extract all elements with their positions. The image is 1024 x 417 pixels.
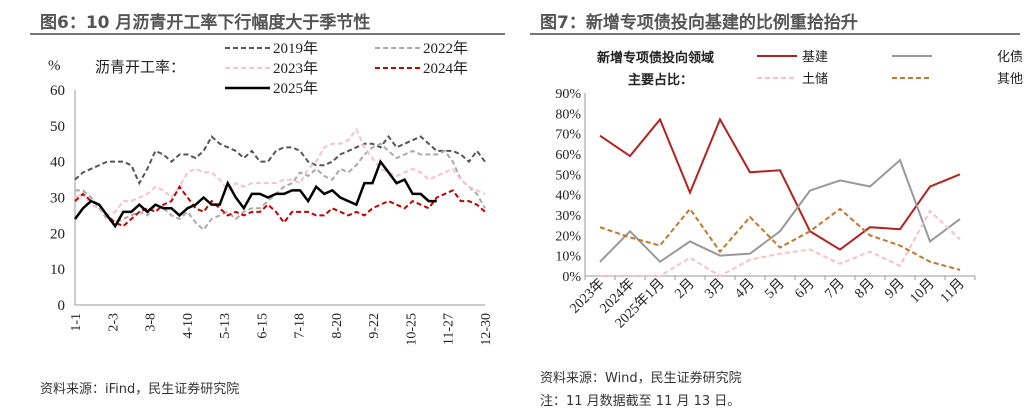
x-tick-label: 9-22: [367, 313, 382, 339]
x-tick-label: 4月: [732, 276, 758, 302]
y-tick-label: 40%: [555, 189, 581, 204]
series-line-2019年: [74, 134, 486, 186]
x-tick-label: 6月: [792, 276, 818, 302]
y-tick-label: 10%: [555, 250, 581, 265]
y-tick-label: 0%: [562, 270, 581, 285]
x-tick-label: 10月: [907, 276, 938, 307]
chart-title-left: 图6：10 月沥青开工率下行幅度大于季节性: [40, 13, 371, 33]
x-tick-label: 9月: [882, 276, 908, 302]
x-tick-label: 3月: [702, 276, 728, 302]
title-rule-right: [530, 33, 1020, 35]
legend-label: 其他: [997, 72, 1023, 87]
x-tick-label: 1-1: [69, 313, 84, 332]
legend-label: 土储: [802, 72, 828, 87]
series-line-2023年: [74, 127, 486, 217]
y-tick-label: 80%: [555, 107, 581, 122]
legend-label: 2022年: [423, 40, 468, 57]
x-tick-label: 3-8: [144, 313, 159, 332]
series-line-2025年: [73, 159, 437, 229]
x-tick-label: 7-18: [293, 313, 308, 339]
x-tick-label: 2月: [672, 276, 698, 302]
legend-label: 2025年: [273, 80, 318, 97]
series-line-2024年: [74, 184, 486, 228]
x-tick-label: 7月: [822, 276, 848, 302]
legend-title: 主要占比：: [628, 72, 693, 88]
y-tick-label: 40: [50, 155, 65, 171]
y-tick-label: 0: [58, 298, 66, 314]
y-tick-label: 30: [50, 191, 65, 207]
y-unit-label: %: [48, 58, 61, 74]
x-tick-label: 6-15: [255, 313, 270, 339]
x-tick-label: 12-30: [479, 313, 494, 346]
series-line-2022年: [75, 142, 486, 232]
legend-label: 基建: [802, 50, 828, 65]
legend-label: 2024年: [423, 60, 468, 77]
x-tick-label: 8-20: [330, 313, 345, 339]
legend-label: 2019年: [273, 40, 318, 57]
y-tick-label: 20: [50, 226, 65, 242]
y-tick-label: 20%: [555, 229, 581, 244]
x-tick-label: 4-10: [181, 313, 196, 339]
y-tick-label: 60%: [555, 148, 581, 163]
y-tick-label: 90%: [555, 87, 581, 102]
legend-title: 沥青开工率：: [95, 58, 185, 76]
x-tick-label: 5-13: [218, 313, 233, 339]
chart-title-right: 图7：新增专项债投向基建的比例重拾抬升: [540, 13, 858, 33]
series-line-基建: [599, 117, 961, 251]
x-tick-label: 11-27: [442, 313, 457, 345]
y-tick-label: 60: [50, 83, 65, 99]
legend-label: 2023年: [273, 60, 318, 77]
title-rule-left: [30, 33, 505, 35]
x-tick-label: 11月: [937, 276, 968, 307]
y-tick-label: 50: [50, 119, 65, 135]
y-tick-label: 70%: [555, 128, 581, 143]
y-tick-label: 10: [50, 262, 65, 278]
x-tick-label: 8月: [852, 276, 878, 302]
y-tick-label: 50%: [555, 168, 581, 183]
x-tick-label: 5月: [762, 276, 788, 302]
note-right: 注：11 月数据截至 11 月 13 日。: [540, 394, 741, 409]
source-left: 资料来源：iFind，民生证券研究院: [40, 382, 240, 397]
series-line-土储: [600, 209, 961, 278]
x-tick-label: 10-25: [404, 313, 419, 346]
series-line-其他: [599, 207, 961, 271]
legend-label: 化债: [997, 50, 1023, 65]
series-line-化债: [599, 158, 961, 264]
x-tick-label: 2-3: [106, 313, 121, 332]
legend-title: 新增专项债投向领域: [597, 50, 714, 66]
source-right: 资料来源：Wind，民生证券研究院: [540, 371, 742, 386]
y-tick-label: 30%: [555, 209, 581, 224]
